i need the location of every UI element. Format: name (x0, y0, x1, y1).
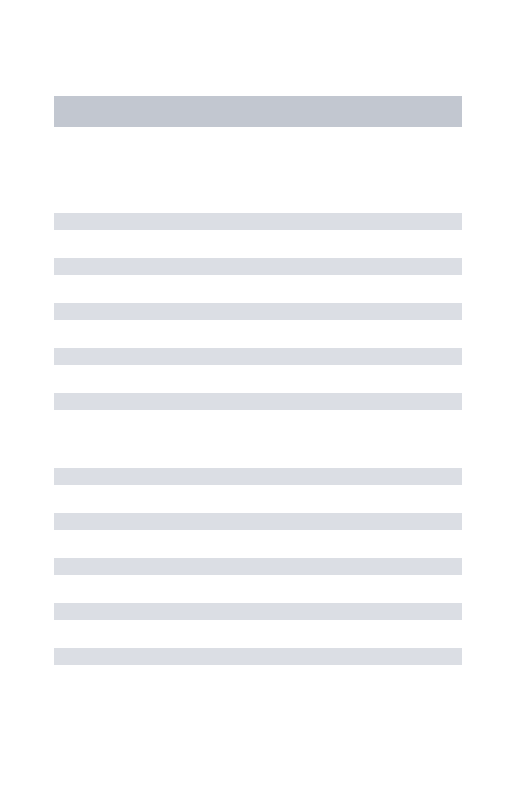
text-line-placeholder (54, 603, 462, 620)
text-line-placeholder (54, 393, 462, 410)
text-line-placeholder (54, 258, 462, 275)
text-line-placeholder (54, 348, 462, 365)
text-line-placeholder (54, 558, 462, 575)
text-line-placeholder (54, 213, 462, 230)
text-line-placeholder (54, 648, 462, 665)
title-placeholder (54, 96, 462, 127)
text-line-placeholder (54, 303, 462, 320)
text-line-placeholder (54, 513, 462, 530)
document-skeleton (0, 96, 516, 665)
text-line-placeholder (54, 468, 462, 485)
